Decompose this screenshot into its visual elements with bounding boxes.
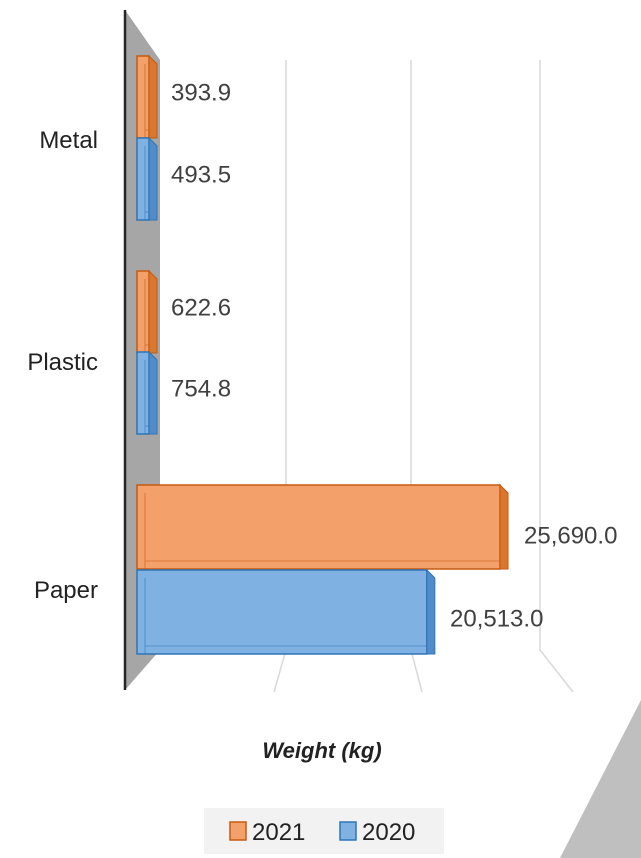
legend-label-2020: 2020 bbox=[362, 819, 415, 846]
data-label-2020-plastic: 754.8 bbox=[171, 375, 231, 402]
bar-2021-plastic bbox=[137, 271, 157, 353]
data-label-2021-paper: 25,690.0 bbox=[524, 522, 617, 549]
bar-2020-plastic bbox=[137, 352, 157, 434]
legend-swatch-2020 bbox=[340, 822, 356, 840]
bars bbox=[137, 56, 508, 654]
category-label-metal: Metal bbox=[39, 127, 98, 154]
legend-label-2021: 2021 bbox=[252, 819, 305, 846]
legend: 2021 2020 bbox=[204, 808, 444, 854]
category-label-plastic: Plastic bbox=[27, 349, 98, 376]
category-labels: Metal Plastic Paper bbox=[27, 127, 98, 604]
bar-2020-metal bbox=[137, 138, 157, 220]
category-label-paper: Paper bbox=[34, 577, 98, 604]
data-label-2021-plastic: 622.6 bbox=[171, 294, 231, 321]
data-label-2020-metal: 493.5 bbox=[171, 161, 231, 188]
bar-2021-paper bbox=[137, 485, 508, 569]
gridline bbox=[540, 60, 573, 692]
bar-2021-metal bbox=[137, 56, 157, 138]
decorative-triangle bbox=[560, 700, 641, 858]
data-label-2021-metal: 393.9 bbox=[171, 79, 231, 106]
data-label-2020-paper: 20,513.0 bbox=[450, 605, 543, 632]
x-axis-title: Weight (kg) bbox=[262, 738, 381, 763]
legend-swatch-2021 bbox=[230, 822, 246, 840]
bar-2020-paper bbox=[137, 570, 435, 654]
